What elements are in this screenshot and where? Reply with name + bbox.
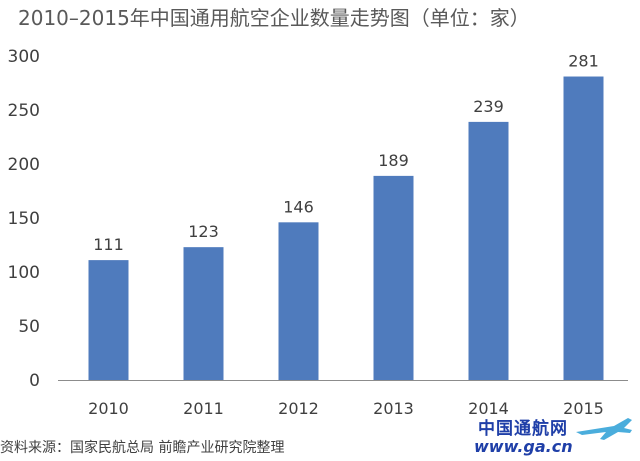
x-tick-label: 2011 xyxy=(183,399,224,418)
y-tick-label: 150 xyxy=(8,209,40,229)
data-label: 189 xyxy=(378,151,409,170)
data-label: 239 xyxy=(473,97,504,116)
bar xyxy=(468,121,509,380)
data-label: 281 xyxy=(568,52,599,71)
bar xyxy=(563,76,604,381)
bar xyxy=(278,222,319,380)
y-tick-label: 0 xyxy=(29,371,40,391)
data-label: 146 xyxy=(283,197,314,216)
data-label: 123 xyxy=(188,222,219,241)
watermark-name: 中国通航网 xyxy=(478,419,568,439)
bar xyxy=(183,247,224,380)
y-tick-label: 100 xyxy=(8,263,40,283)
data-label: 111 xyxy=(93,235,124,254)
x-tick-label: 2015 xyxy=(563,399,604,418)
y-tick-label: 200 xyxy=(8,155,40,175)
bar xyxy=(373,175,414,380)
y-tick-label: 250 xyxy=(8,101,40,121)
y-tick-label: 50 xyxy=(18,317,40,337)
x-tick-label: 2013 xyxy=(373,399,414,418)
x-tick-label: 2012 xyxy=(278,399,319,418)
bar xyxy=(88,260,129,380)
y-tick-label: 300 xyxy=(8,47,40,67)
source-note: 资料来源：国家民航总局 前瞻产业研究院整理 xyxy=(0,440,285,456)
watermark-url: www.ga.cn xyxy=(474,437,573,456)
watermark-logo: 中国通航网 www.ga.cn xyxy=(464,412,634,460)
plane-icon xyxy=(576,418,632,440)
x-tick-label: 2010 xyxy=(88,399,129,418)
chart-title: 2010–2015年中国通用航空企业数量走势图（单位：家） xyxy=(18,6,530,30)
x-tick-label: 2014 xyxy=(468,399,509,418)
plot-area xyxy=(58,56,628,380)
